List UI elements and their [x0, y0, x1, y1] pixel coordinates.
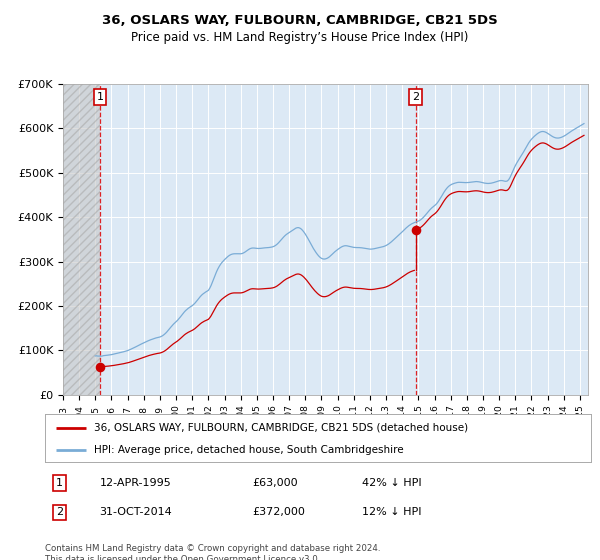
Bar	[63, 84, 100, 395]
Text: Contains HM Land Registry data © Crown copyright and database right 2024.
This d: Contains HM Land Registry data © Crown c…	[45, 544, 380, 560]
Text: 12% ↓ HPI: 12% ↓ HPI	[362, 507, 421, 517]
Text: £63,000: £63,000	[253, 478, 298, 488]
Text: 31-OCT-2014: 31-OCT-2014	[100, 507, 172, 517]
Text: Price paid vs. HM Land Registry’s House Price Index (HPI): Price paid vs. HM Land Registry’s House …	[131, 31, 469, 44]
Text: 2: 2	[56, 507, 63, 517]
Text: 36, OSLARS WAY, FULBOURN, CAMBRIDGE, CB21 5DS: 36, OSLARS WAY, FULBOURN, CAMBRIDGE, CB2…	[102, 14, 498, 27]
Point	[411, 225, 421, 234]
Text: HPI: Average price, detached house, South Cambridgeshire: HPI: Average price, detached house, Sout…	[94, 445, 404, 455]
Point	[95, 362, 104, 371]
Text: 36, OSLARS WAY, FULBOURN, CAMBRIDGE, CB21 5DS (detached house): 36, OSLARS WAY, FULBOURN, CAMBRIDGE, CB2…	[94, 423, 468, 433]
Text: 1: 1	[97, 92, 103, 102]
Text: £372,000: £372,000	[253, 507, 305, 517]
Text: 2: 2	[412, 92, 419, 102]
Text: 12-APR-1995: 12-APR-1995	[100, 478, 172, 488]
Text: 1: 1	[56, 478, 63, 488]
Text: 42% ↓ HPI: 42% ↓ HPI	[362, 478, 421, 488]
